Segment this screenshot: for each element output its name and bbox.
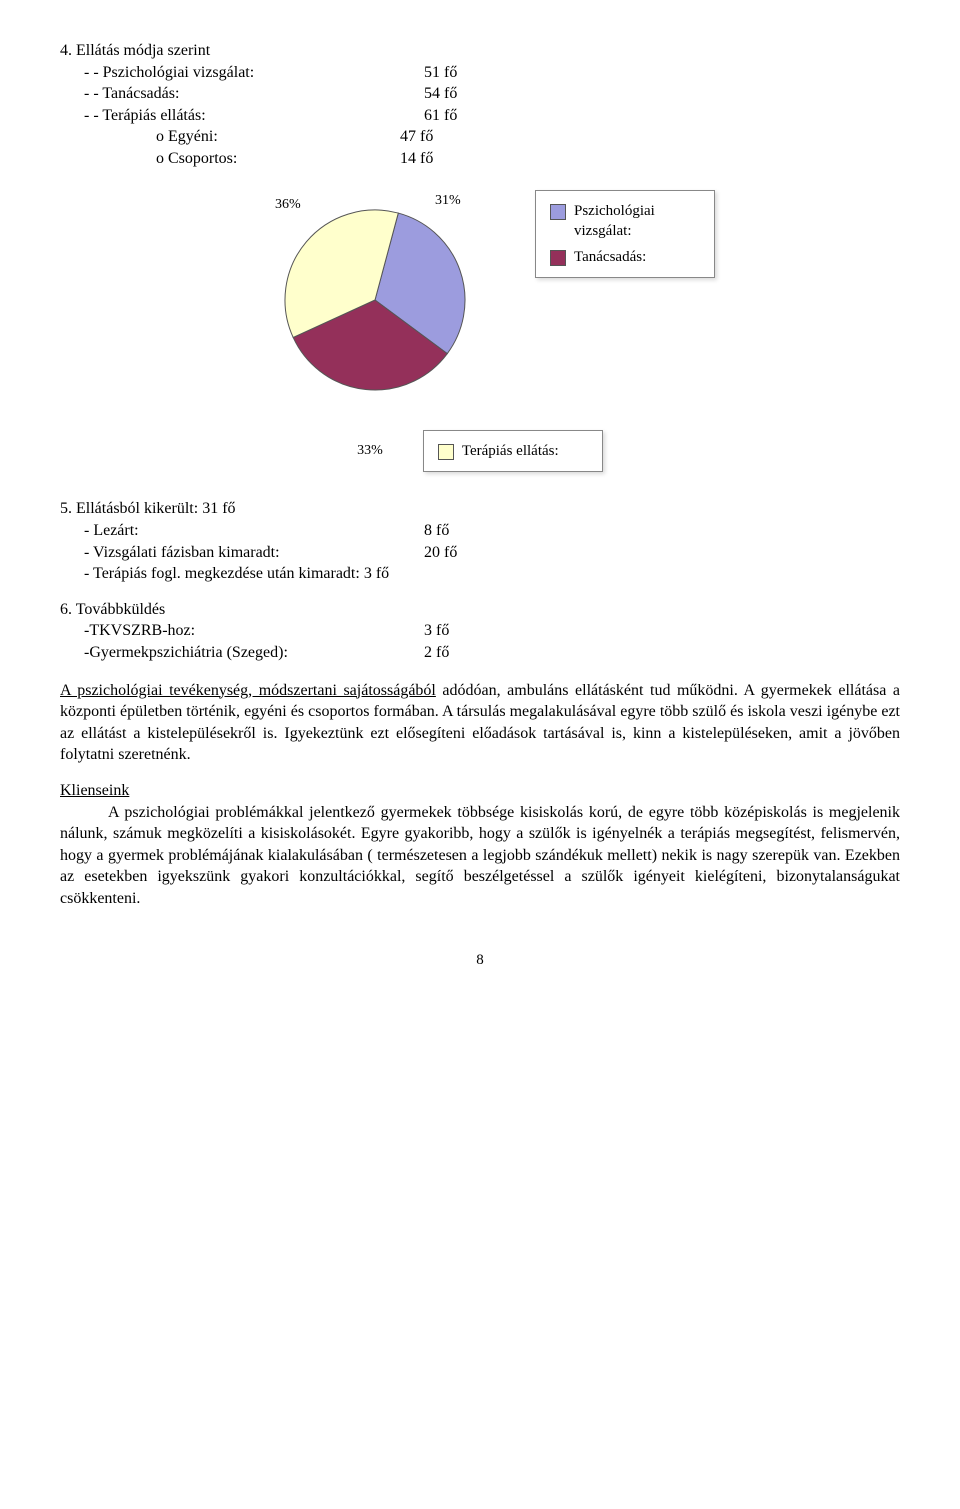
sec5-row: - Terápiás fogl. megkezdése után kimarad… (60, 563, 900, 585)
sec6-row: -Gyermekpszichiátria (Szeged): 2 fő (60, 642, 900, 664)
pie-chart: 31% 36% (245, 190, 505, 407)
sec4-subrow-label: o Csoportos: (156, 148, 400, 170)
legend-item: Pszichológiai vizsgálat: (550, 201, 700, 242)
sec6-row-label: -Gyermekpszichiátria (Szeged): (84, 642, 424, 664)
section-5: 5. Ellátásból kikerült: 31 fő - Lezárt: … (60, 498, 900, 584)
sec4-subrow: o Egyéni: 47 fő (60, 126, 900, 148)
legend-lower-region: 33% Terápiás ellátás: (200, 430, 760, 472)
legend-label: Pszichológiai vizsgálat: (574, 201, 700, 242)
pie-chart-region: 31% 36% Pszichológiai vizsgálat: Tanácsa… (200, 190, 760, 407)
sec5-row: - Lezárt: 8 fő (60, 520, 900, 542)
section-4-title: 4. Ellátás módja szerint (60, 40, 900, 62)
sec5-row-label: - Terápiás fogl. megkezdése után kimarad… (84, 563, 389, 585)
legend-item: Tanácsadás: (550, 247, 700, 267)
sec6-row-value: 2 fő (424, 642, 504, 664)
paragraph-2-rest: A pszichológiai problémákkal jelentkező … (60, 802, 900, 910)
sec4-row: - - Terápiás ellátás: 61 fő (60, 105, 900, 127)
legend-label: Tanácsadás: (574, 247, 646, 267)
pie-label-31: 31% (435, 192, 461, 211)
sec4-subrow: o Csoportos: 14 fő (60, 148, 900, 170)
sec4-row-label: - - Tanácsadás: (84, 83, 424, 105)
page-number: 8 (60, 950, 900, 970)
sec5-row-value: 8 fő (424, 520, 504, 542)
legend-item: Terápiás ellátás: (438, 441, 588, 461)
sec4-row-value: 61 fő (424, 105, 504, 127)
sec4-row-value: 51 fő (424, 62, 504, 84)
section-6: 6. Továbbküldés -TKVSZRB-hoz: 3 fő -Gyer… (60, 599, 900, 664)
legend-upper: Pszichológiai vizsgálat: Tanácsadás: (535, 190, 715, 279)
sec4-subrow-value: 47 fő (400, 126, 480, 148)
sec4-row-value: 54 fő (424, 83, 504, 105)
paragraph-2-block: Klienseink A pszichológiai problémákkal … (60, 780, 900, 910)
paragraph-2-lead: Klienseink (60, 780, 900, 802)
pie-label-33: 33% (357, 442, 383, 461)
section-6-title: 6. Továbbküldés (60, 599, 900, 621)
paragraph-1: A pszichológiai tevékenység, módszertani… (60, 680, 900, 766)
paragraph-1-lead: A pszichológiai tevékenység, módszertani… (60, 682, 436, 699)
sec4-row-label: - - Pszichológiai vizsgálat: (84, 62, 424, 84)
sec6-row-label: -TKVSZRB-hoz: (84, 620, 424, 642)
legend-label: Terápiás ellátás: (462, 441, 559, 461)
legend-swatch (550, 250, 566, 266)
legend-lower: Terápiás ellátás: (423, 430, 603, 472)
sec5-row-value: 20 fő (424, 542, 504, 564)
sec5-row-label: - Lezárt: (84, 520, 424, 542)
pie-label-36: 36% (275, 196, 301, 215)
sec4-row-label: - - Terápiás ellátás: (84, 105, 424, 127)
sec4-row: - - Tanácsadás: 54 fő (60, 83, 900, 105)
sec5-row: - Vizsgálati fázisban kimaradt: 20 fő (60, 542, 900, 564)
sec4-subrow-value: 14 fő (400, 148, 480, 170)
sec4-row: - - Pszichológiai vizsgálat: 51 fő (60, 62, 900, 84)
sec6-row-value: 3 fő (424, 620, 504, 642)
sec4-subrow-label: o Egyéni: (156, 126, 400, 148)
legend-swatch (438, 444, 454, 460)
sec5-row-label: - Vizsgálati fázisban kimaradt: (84, 542, 424, 564)
pie-svg (245, 190, 505, 400)
legend-swatch (550, 204, 566, 220)
section-5-title: 5. Ellátásból kikerült: 31 fő (60, 498, 900, 520)
section-4: 4. Ellátás módja szerint - - Pszichológi… (60, 40, 900, 170)
sec6-row: -TKVSZRB-hoz: 3 fő (60, 620, 900, 642)
